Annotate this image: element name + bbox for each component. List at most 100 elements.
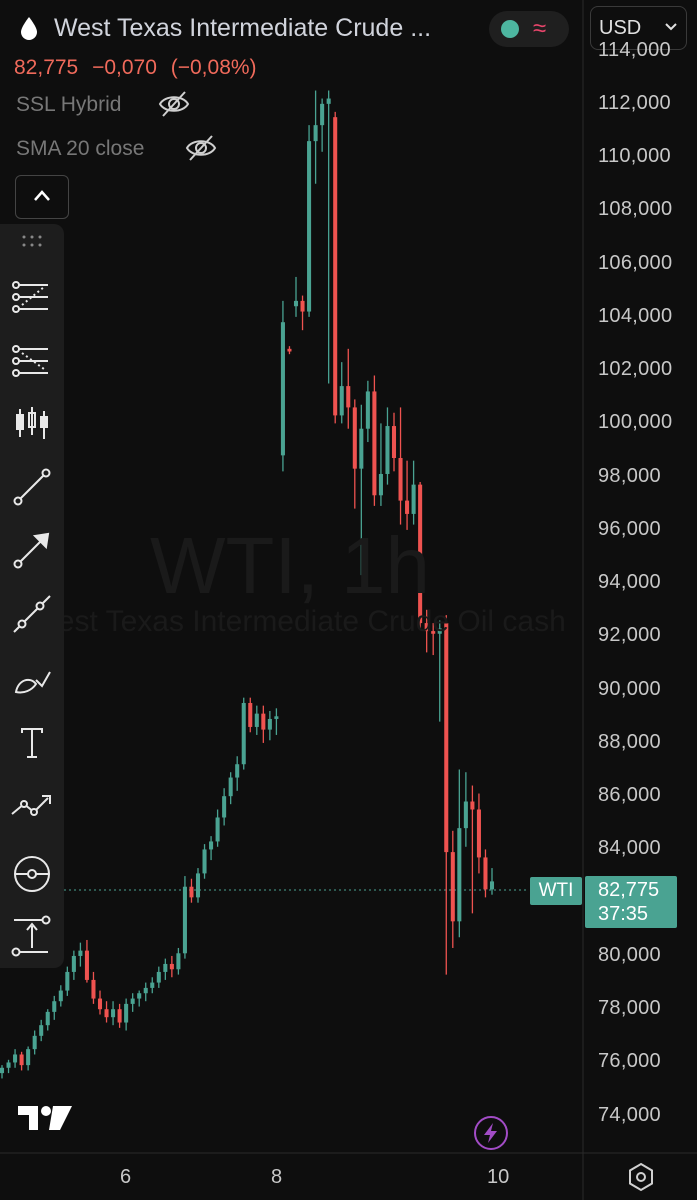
candle-down	[418, 484, 423, 624]
candle-down	[19, 1054, 24, 1066]
ray-icon	[13, 595, 51, 633]
candle-down	[261, 713, 266, 730]
candle-up	[267, 718, 272, 730]
candle-up	[365, 391, 370, 429]
indicator-sma-20[interactable]: SMA 20 close	[16, 137, 145, 160]
price-axis-tick: 76,000	[598, 1050, 661, 1073]
candle-up	[489, 881, 495, 890]
last-price: 82,775	[14, 56, 79, 79]
tool-fib-retracement[interactable]	[8, 273, 56, 321]
price-axis-tick: 100,000	[598, 411, 673, 434]
tool-brush[interactable]	[8, 656, 56, 704]
candle-up	[437, 628, 442, 634]
chart-mode-toggle[interactable]: ≈	[489, 11, 569, 47]
price-axis-tick: 108,000	[598, 198, 673, 221]
price-axis-tick: 86,000	[598, 784, 661, 807]
arrow-icon	[13, 532, 50, 569]
indicator-ssl-hybrid[interactable]: SSL Hybrid	[16, 93, 122, 116]
price-axis-tick: 80,000	[598, 943, 661, 966]
candle-up	[378, 473, 383, 496]
candlestick-icon	[16, 407, 48, 439]
candle-up	[385, 426, 390, 474]
bar-countdown: 37:35	[598, 903, 649, 925]
tool-projection[interactable]	[8, 848, 56, 896]
candle-up	[137, 993, 142, 999]
price-axis-tick: 110,000	[598, 145, 671, 168]
tool-ray[interactable]	[8, 590, 56, 638]
price-axis-tick: 98,000	[598, 464, 661, 487]
candle-down	[97, 998, 103, 1010]
candle-up	[228, 777, 233, 797]
chart-header: West Texas Intermediate Crude ... ≈	[0, 0, 583, 60]
candle-up	[339, 386, 344, 416]
tool-arrow[interactable]	[8, 526, 56, 574]
candle-up	[202, 849, 207, 874]
candle-up	[78, 950, 83, 956]
candle-up	[52, 1001, 57, 1012]
description-watermark: West Texas Intermediate Crude Oil cash	[30, 605, 566, 638]
candle-up	[254, 713, 259, 727]
candle-up	[150, 982, 155, 988]
chevron-up-icon	[34, 190, 50, 201]
candle-up	[176, 953, 181, 970]
candle-up	[6, 1062, 11, 1068]
candle-down	[483, 857, 488, 890]
price-axis-tick: 78,000	[598, 997, 661, 1020]
price-axis-tick: 104,000	[598, 304, 673, 327]
candle-up	[222, 796, 227, 818]
approx-icon: ≈	[533, 15, 547, 42]
candle-up	[241, 702, 246, 765]
tool-trend-line[interactable]	[8, 463, 56, 511]
price-change: −0,070	[92, 56, 157, 79]
eye-off-icon[interactable]	[184, 134, 218, 162]
collapse-indicators-button[interactable]	[15, 175, 69, 219]
price-axis-tick: 84,000	[598, 837, 661, 860]
price-change-line: 82,775 −0,070 (−0,08%)	[14, 56, 265, 80]
brush-icon	[14, 671, 51, 694]
candle-up	[274, 716, 279, 719]
candle-down	[391, 426, 397, 459]
settings-icon[interactable]	[624, 1160, 658, 1194]
candle-down	[300, 300, 305, 312]
candle-up	[65, 971, 70, 991]
candle-up	[280, 322, 285, 456]
candle-up	[359, 428, 364, 469]
candle-up	[45, 1011, 50, 1026]
eye-off-icon[interactable]	[157, 90, 191, 118]
candle-up	[39, 1025, 44, 1036]
tool-candles[interactable]	[8, 399, 56, 447]
symbol-title[interactable]: West Texas Intermediate Crude ...	[54, 14, 432, 42]
price-change-pct: (−0,08%)	[170, 56, 257, 79]
candle-down	[287, 348, 292, 352]
price-axis-tick: 94,000	[598, 571, 661, 594]
symbol-price-label: WTI	[530, 877, 582, 905]
price-axis-tick: 106,000	[598, 251, 673, 274]
currency-selector[interactable]: USD	[590, 6, 687, 50]
fib-retracement-icon	[12, 281, 48, 313]
projection-icon	[14, 856, 50, 892]
price-axis-tick: 92,000	[598, 624, 661, 647]
tool-text[interactable]	[8, 719, 56, 767]
lightning-icon[interactable]	[472, 1114, 510, 1152]
candle-down	[91, 979, 96, 999]
text-icon	[21, 728, 43, 758]
candle-down	[346, 386, 351, 408]
candle-up	[0, 1067, 5, 1074]
candle-down	[476, 809, 481, 858]
candle-up	[58, 990, 63, 1002]
candle-down	[189, 886, 194, 898]
candle-up	[313, 125, 318, 142]
last-price-value: 82,775	[598, 879, 660, 901]
candle-down	[333, 117, 338, 416]
candle-up	[130, 998, 135, 1004]
tool-price-range[interactable]	[8, 912, 56, 960]
drag-handle-icon[interactable]	[20, 234, 44, 248]
candle-up	[209, 841, 214, 850]
tool-fib-extension[interactable]	[8, 337, 56, 385]
tradingview-logo[interactable]	[18, 1104, 72, 1132]
fib-extension-icon	[12, 345, 48, 377]
candle-up	[111, 1009, 116, 1018]
tool-path[interactable]	[8, 782, 56, 830]
candle-up	[32, 1035, 37, 1050]
